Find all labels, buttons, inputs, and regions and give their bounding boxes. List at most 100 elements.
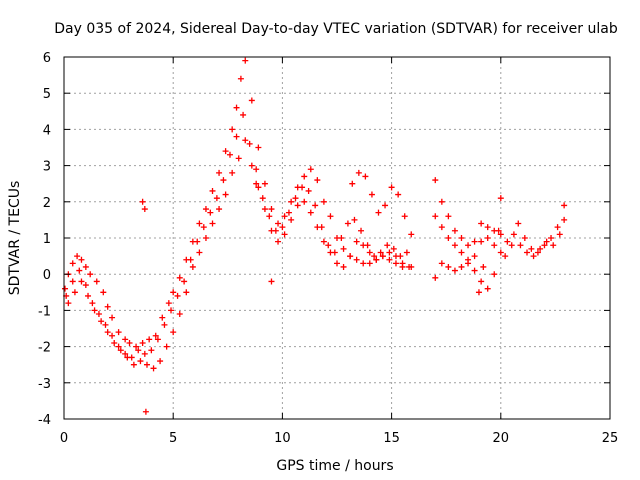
data-point: [91, 307, 98, 314]
data-point: [530, 253, 537, 260]
data-point: [458, 249, 465, 256]
data-point: [207, 209, 214, 216]
data-point: [268, 278, 275, 285]
data-point: [235, 155, 242, 162]
data-point: [386, 249, 393, 256]
data-point: [202, 206, 209, 213]
data-point: [115, 343, 122, 350]
data-point: [62, 285, 68, 292]
data-point: [93, 278, 100, 285]
data-point: [338, 235, 345, 241]
data-point: [458, 235, 465, 241]
data-point: [510, 231, 517, 238]
data-point: [261, 180, 268, 187]
data-point: [432, 177, 439, 184]
data-point: [458, 263, 465, 270]
data-point: [69, 278, 76, 285]
data-point: [556, 231, 563, 238]
data-point: [202, 235, 209, 241]
data-point: [233, 104, 240, 111]
data-point: [135, 347, 142, 354]
axis-ticks: 0 5 10 15 20 25 -4 -3 -2 -1 0 1 2 3 4 5 6: [38, 51, 618, 446]
data-point: [340, 263, 347, 270]
data-point: [89, 300, 96, 307]
data-point: [360, 260, 367, 267]
series-trace-B: [63, 111, 410, 361]
data-point: [497, 231, 504, 238]
data-point: [497, 249, 504, 256]
x-tick-label: 0: [60, 431, 68, 446]
data-point: [484, 235, 491, 241]
data-point: [292, 195, 299, 202]
data-point: [445, 235, 452, 241]
data-point: [388, 184, 395, 191]
data-point: [478, 220, 485, 227]
data-point: [432, 213, 439, 220]
series-trace-H: [502, 202, 568, 260]
data-point: [465, 242, 472, 249]
data-point: [403, 249, 410, 256]
y-tick-label: -3: [38, 377, 51, 392]
data-point: [154, 336, 161, 343]
data-point: [248, 162, 255, 169]
data-point: [259, 195, 266, 202]
y-tick-label: -4: [38, 413, 51, 428]
data-point: [275, 220, 282, 227]
data-point: [366, 249, 373, 256]
data-point: [281, 231, 288, 238]
data-point: [104, 303, 111, 310]
data-point: [377, 249, 384, 256]
data-point: [554, 224, 561, 231]
data-point: [150, 365, 157, 372]
data-point: [478, 278, 485, 285]
data-point: [340, 245, 347, 252]
data-point: [362, 173, 369, 180]
data-point: [451, 242, 458, 249]
y-tick-label: 2: [43, 196, 51, 211]
data-point: [275, 238, 282, 245]
data-point: [69, 260, 76, 267]
data-point: [255, 184, 262, 191]
data-point: [355, 169, 362, 176]
data-point: [229, 126, 236, 133]
data-point: [196, 220, 203, 227]
data-point: [137, 358, 144, 365]
data-point: [222, 191, 229, 198]
data-point: [176, 311, 183, 318]
data-point: [491, 271, 498, 278]
data-point: [307, 166, 314, 173]
data-point: [504, 238, 511, 245]
data-point: [170, 329, 177, 336]
data-point: [142, 408, 149, 415]
data-point: [65, 300, 72, 307]
data-point: [386, 256, 393, 263]
data-point: [373, 256, 380, 263]
data-point: [279, 224, 286, 231]
data-point: [82, 263, 89, 270]
data-point: [220, 177, 227, 184]
data-point: [320, 198, 327, 205]
data-point: [95, 311, 102, 318]
data-point: [537, 245, 544, 252]
data-point: [392, 260, 399, 267]
data-point: [360, 242, 367, 249]
data-point: [130, 361, 137, 368]
data-point: [347, 253, 354, 260]
data-point: [209, 187, 216, 194]
data-point: [325, 242, 332, 249]
data-point: [152, 332, 159, 339]
data-point: [312, 202, 319, 209]
data-point: [266, 213, 273, 220]
chart-title: Day 035 of 2024, Sidereal Day-to-day VTE…: [54, 21, 618, 37]
data-point: [550, 242, 557, 249]
data-point: [143, 361, 150, 368]
y-tick-label: 6: [43, 51, 51, 66]
x-tick-label: 10: [274, 431, 291, 446]
data-point: [139, 198, 146, 205]
data-point: [497, 195, 504, 202]
data-point: [451, 227, 458, 234]
data-point: [176, 274, 183, 281]
data-point: [229, 169, 236, 176]
series-trace-G: [432, 260, 498, 292]
data-point: [399, 260, 406, 267]
